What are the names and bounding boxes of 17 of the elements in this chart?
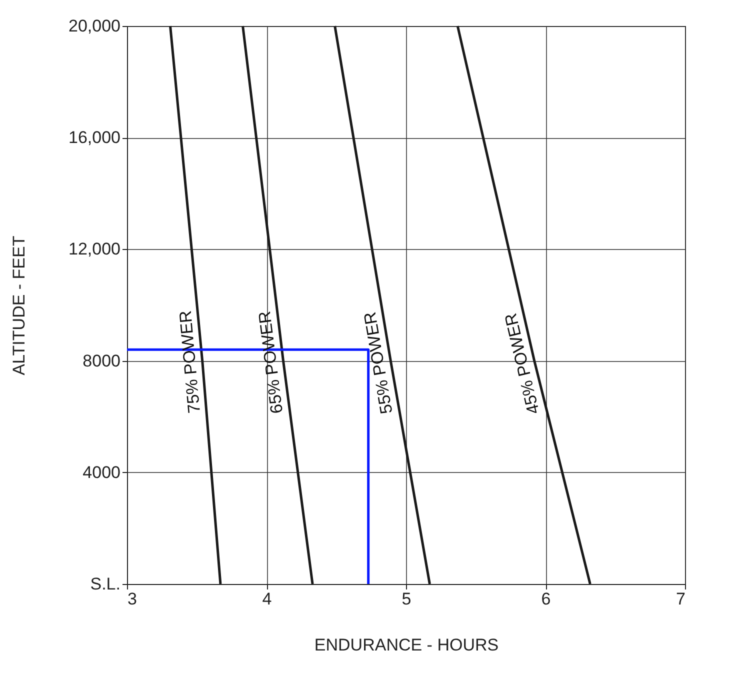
x-tick-label: 3 [128, 590, 137, 608]
x-tick-label: 6 [541, 590, 551, 608]
y-axis-title: ALTITUDE - FEET [10, 236, 29, 376]
x-tick-label: 4 [262, 590, 272, 608]
y-tick-label: 12,000 [68, 240, 120, 259]
y-tick-label: S.L. [90, 574, 120, 594]
y-tick-label: 4000 [82, 462, 120, 482]
text: 75% POWER [176, 310, 204, 414]
x-tick-label: 7 [676, 590, 686, 608]
y-tick-label: 20,000 [68, 16, 120, 36]
x-tick-label: 5 [402, 590, 412, 608]
text: 65% POWER [255, 310, 287, 415]
x-axis-title: ENDURANCE - HOURS [314, 636, 499, 654]
y-tick-label: 8000 [82, 351, 120, 370]
y-tick-label: 16,000 [68, 128, 120, 148]
text: 55% POWER [360, 310, 396, 416]
text: 45% POWER [501, 311, 544, 416]
